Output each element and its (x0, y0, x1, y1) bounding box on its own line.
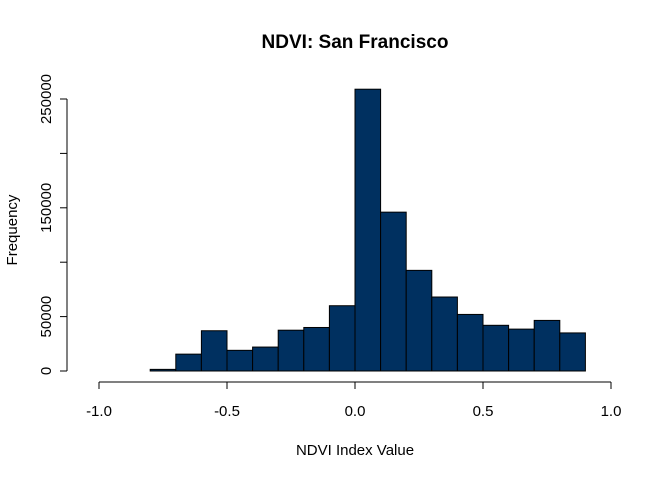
y-axis: 0 50000 150000 250000 (38, 74, 68, 375)
histogram-bar (149, 368, 177, 372)
y-tick-label: 150000 (38, 183, 55, 233)
histogram-bar (354, 88, 382, 372)
x-axis-label: NDVI Index Value (296, 442, 414, 459)
histogram-bars (149, 88, 586, 372)
histogram-bar (303, 326, 330, 372)
y-tick-label: 50000 (38, 296, 55, 338)
y-axis-label: Frequency (4, 194, 21, 265)
histogram-bar (431, 296, 458, 372)
y-tick-label: 250000 (38, 74, 55, 124)
x-tick-label: -1.0 (86, 403, 112, 420)
histogram-bar (508, 328, 535, 372)
histogram-bar (328, 305, 356, 372)
histogram-bar (175, 353, 202, 372)
x-axis: -1.0 -0.5 0.0 0.5 1.0 (86, 381, 622, 420)
histogram-bar (482, 324, 510, 372)
histogram-bar (559, 332, 586, 372)
histogram-bar (200, 330, 228, 372)
histogram-bar (380, 211, 407, 372)
histogram-bar (533, 319, 561, 372)
histogram-bar (456, 313, 484, 372)
chart-title: NDVI: San Francisco (262, 32, 449, 53)
x-tick-label: 0.0 (345, 403, 366, 420)
y-tick-label: 0 (38, 367, 55, 375)
x-tick-label: 1.0 (601, 403, 622, 420)
histogram-bar (405, 269, 433, 372)
histogram-bar (277, 329, 305, 372)
x-tick-label: 0.5 (473, 403, 494, 420)
histogram-bar (252, 346, 279, 372)
x-tick-label: -0.5 (214, 403, 240, 420)
histogram-bar (226, 349, 254, 372)
